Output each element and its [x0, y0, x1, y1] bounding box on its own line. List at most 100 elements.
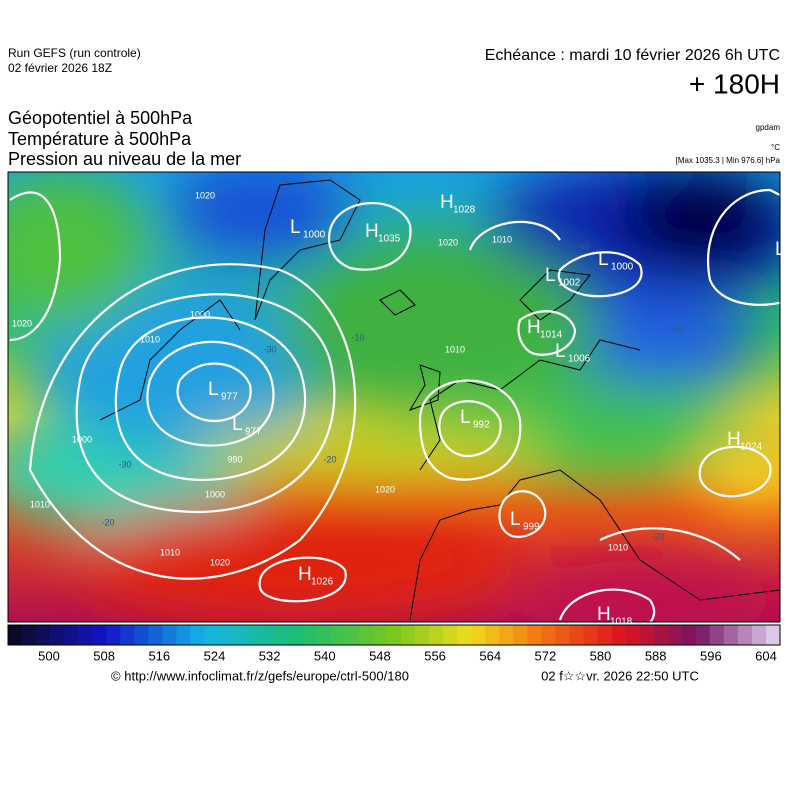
colorbar-swatch [78, 625, 93, 645]
colorbar-swatch [22, 625, 37, 645]
center-value: 977 [245, 427, 262, 438]
colorbar-label: 524 [204, 648, 226, 663]
colorbar-label: 516 [148, 648, 170, 663]
temperature-label: -20 [101, 517, 114, 527]
colorbar-swatch [555, 625, 570, 645]
colorbar-swatch [569, 625, 584, 645]
center-value: 1028 [453, 205, 476, 216]
center-letter: H [527, 317, 541, 338]
center-value: 977 [221, 392, 238, 403]
isobar-label: 1020 [438, 237, 458, 247]
colorbar-swatch [611, 625, 626, 645]
center-value: 1000 [611, 262, 634, 273]
colorbar-swatch [485, 625, 500, 645]
center-letter: L [598, 249, 609, 270]
map-frame [7, 171, 781, 623]
colorbar-swatch [204, 625, 219, 645]
colorbar-swatch [288, 625, 304, 645]
lead-time: + 180H [689, 68, 780, 99]
colorbar-swatch [50, 625, 65, 645]
center-value: 1026 [311, 577, 334, 588]
isobar-label: 1000 [190, 309, 210, 319]
map [8, 172, 780, 622]
isobar-label: 1000 [205, 489, 225, 499]
temperature-label: -40 [670, 324, 683, 334]
center-letter: L [510, 509, 521, 530]
isobar-label: 1020 [210, 557, 230, 567]
center-letter: L [208, 379, 219, 400]
footer-stamp: 02 f☆☆vr. 2026 22:50 UTC [541, 668, 699, 683]
center-value: 1000 [303, 230, 326, 241]
isobar-label: 1010 [30, 499, 50, 509]
isobar-label: 1020 [195, 190, 215, 200]
colorbar-label: 596 [700, 648, 722, 663]
run-label: Run GEFS (run controle) [8, 46, 141, 60]
colorbar: 500 508 516 524 532 540 548 556 564 572 580 588 596 6… [7, 624, 781, 663]
temperature-label: -10 [351, 332, 364, 342]
colorbar-swatch [8, 625, 23, 645]
center-letter: L [232, 414, 243, 435]
colorbar-swatch [120, 625, 135, 645]
colorbar-swatch [302, 625, 318, 645]
unit-label: [Max 1035.3 | Min 976.6] hPa [676, 156, 781, 165]
isobar-label: 1010 [492, 234, 512, 244]
center-letter: H [298, 564, 312, 585]
center-value: 992 [473, 420, 490, 431]
isobar-label: 1010 [608, 542, 628, 552]
colorbar-swatch [344, 625, 360, 645]
unit-label: °C [771, 143, 780, 152]
colorbar-label: 548 [369, 648, 391, 663]
colorbar-label: 500 [38, 648, 60, 663]
colorbar-swatch [106, 625, 121, 645]
isobar-label: 1010 [160, 547, 180, 557]
temperature-label: -30 [118, 459, 131, 469]
colorbar-swatch [372, 625, 388, 645]
colorbar-swatch [218, 625, 233, 645]
colorbar-swatch [681, 625, 697, 645]
colorbar-swatch [415, 625, 430, 645]
colorbar-swatch [583, 625, 598, 645]
center-value: 1024 [740, 442, 763, 453]
isobars [9, 188, 780, 622]
colorbar-swatch [176, 625, 191, 645]
center-letter: H [727, 429, 741, 450]
run-date: 02 février 2026 18Z [8, 61, 112, 75]
colorbar-swatch [274, 625, 290, 645]
colorbar-swatch [471, 625, 486, 645]
colorbar-swatch [358, 625, 374, 645]
temperature-label: -30 [263, 344, 276, 354]
colorbar-swatch [527, 625, 542, 645]
colorbar-label: 508 [93, 648, 115, 663]
colorbar-swatch [190, 625, 205, 645]
colorbar-swatch [653, 625, 669, 645]
center-letter: H [365, 221, 379, 242]
isobar-label: 1000 [72, 434, 92, 444]
colorbar-swatch [386, 625, 402, 645]
colorbar-swatch [443, 625, 458, 645]
temperature-label: -20 [651, 531, 664, 541]
colorbar-label: 540 [314, 648, 336, 663]
center-value: 1018 [610, 617, 633, 628]
isobar-label: 1010 [445, 344, 465, 354]
center-value: 1002 [558, 278, 581, 289]
colorbar-swatch [316, 625, 332, 645]
colorbar-swatch [695, 625, 711, 645]
colorbar-label: 564 [479, 648, 501, 663]
colorbar-swatch [232, 625, 247, 645]
colorbar-label: 604 [755, 648, 777, 663]
center-value: 1035 [378, 234, 401, 245]
colorbar-swatch [148, 625, 163, 645]
center-letter: L [545, 265, 556, 286]
colorbar-swatch [597, 625, 612, 645]
center-letter: L [775, 239, 786, 260]
colorbar-swatch [625, 625, 640, 645]
center-letter: H [597, 604, 611, 625]
center-letter: L [290, 217, 301, 238]
center-value: 1014 [540, 330, 563, 341]
colorbar-swatch [246, 625, 261, 645]
center-value: 999 [523, 522, 540, 533]
colorbar-swatch [429, 625, 444, 645]
title-line: Géopotentiel à 500hPa [8, 108, 193, 128]
